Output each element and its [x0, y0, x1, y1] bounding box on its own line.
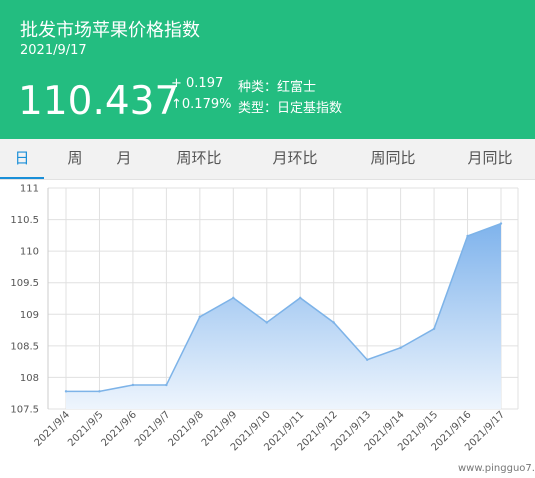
- tab-week[interactable]: 周: [67, 149, 83, 167]
- data-point: [232, 296, 235, 300]
- variety-label: 种类：红富士: [238, 80, 317, 95]
- change-absolute: + 0.197: [171, 76, 224, 91]
- data-point: [265, 321, 268, 324]
- period-tabs: 日 周 月 周环比 月环比 周同比 月同比: [0, 139, 535, 180]
- site-watermark: www.pingguo7.cn: [458, 463, 535, 474]
- y-tick-label: 110: [20, 247, 39, 258]
- tab-week-over-week[interactable]: 周环比: [176, 149, 222, 167]
- x-tick-label: 2021/9/5: [66, 409, 106, 449]
- tab-month[interactable]: 月: [116, 149, 132, 167]
- x-tick-label: 2021/9/6: [100, 409, 140, 449]
- y-tick-label: 109: [20, 310, 39, 321]
- y-tick-label: 108: [20, 373, 39, 384]
- data-point: [131, 383, 135, 387]
- page-title: 批发市场苹果价格指数: [20, 20, 200, 41]
- series-area: [66, 223, 501, 409]
- series-line: [66, 222, 502, 393]
- data-point: [332, 321, 335, 324]
- data-point: [499, 222, 503, 225]
- data-point: [64, 390, 68, 393]
- tab-week-year-over-year[interactable]: 周同比: [370, 149, 416, 167]
- y-tick-label: 111: [20, 184, 39, 195]
- y-tick-label: 110.5: [10, 215, 39, 226]
- x-tick-label: 2021/9/8: [166, 409, 206, 449]
- tab-day[interactable]: 日: [0, 139, 44, 179]
- y-tick-label: 108.5: [10, 341, 39, 352]
- y-tick-label: 107.5: [10, 405, 39, 416]
- data-point: [98, 390, 101, 393]
- index-value: 110.437: [18, 79, 180, 124]
- y-tick-label: 109.5: [10, 278, 39, 289]
- x-tick-label: 2021/9/7: [133, 409, 173, 449]
- data-point: [165, 383, 168, 387]
- change-percent: ↑0.179%: [171, 97, 232, 112]
- header-banner: 批发市场苹果价格指数 2021/9/17 110.437 + 0.197 ↑0.…: [0, 0, 535, 139]
- price-index-chart: 107.5108108.5109109.5110110.51112021/9/4…: [10, 184, 519, 453]
- data-point: [198, 315, 202, 319]
- data-point: [365, 358, 369, 361]
- data-point: [466, 234, 469, 238]
- data-point: [432, 327, 436, 331]
- index-date: 2021/9/17: [20, 43, 87, 58]
- index-type-label: 类型：日定基指数: [238, 101, 343, 116]
- data-point: [299, 296, 302, 300]
- tab-month-year-over-year[interactable]: 月同比: [467, 149, 513, 167]
- data-point: [399, 346, 402, 349]
- tab-month-over-month[interactable]: 月环比: [272, 149, 318, 167]
